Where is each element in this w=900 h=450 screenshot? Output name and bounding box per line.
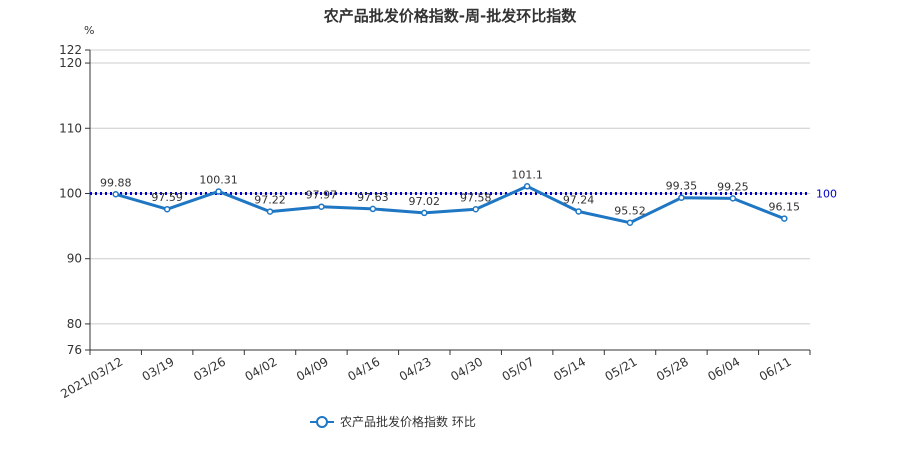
- chart-title: 农产品批发价格指数-周-批发环比指数: [323, 7, 577, 25]
- data-label: 97.59: [151, 191, 183, 204]
- data-point[interactable]: [523, 183, 531, 190]
- x-tick-label: 04/09: [294, 354, 331, 383]
- grid-lines: [90, 49, 810, 325]
- x-tick-label: 05/07: [500, 354, 537, 383]
- y-tick-label: 90: [67, 252, 82, 266]
- x-tick-label: 05/21: [603, 354, 640, 383]
- data-point[interactable]: [575, 208, 582, 215]
- data-label: 97.24: [563, 193, 595, 206]
- data-point[interactable]: [112, 191, 119, 198]
- x-tick-label: 06/11: [757, 354, 794, 383]
- x-tick-label: 04/16: [345, 354, 382, 383]
- x-tick-label: 03/26: [191, 354, 228, 383]
- data-label: 95.52: [614, 205, 646, 218]
- data-label: 97.58: [460, 191, 492, 204]
- data-point[interactable]: [318, 203, 325, 210]
- data-label: 97.63: [357, 191, 389, 204]
- x-tick-label: 04/30: [448, 354, 485, 383]
- data-label: 99.35: [666, 180, 698, 193]
- y-axis-unit-label: %: [84, 24, 94, 37]
- data-label: 100.31: [199, 173, 238, 186]
- x-tick-label: 03/19: [140, 354, 177, 383]
- data-labels: 99.88 97.59 100.31 97.22 97.97 97.63 97.02 97.5…: [100, 168, 800, 217]
- data-point[interactable]: [215, 188, 222, 195]
- data-point[interactable]: [626, 219, 634, 226]
- series-line: [115, 184, 785, 225]
- legend[interactable]: 农产品批发价格指数 环比: [310, 414, 476, 429]
- data-point[interactable]: [678, 194, 685, 201]
- data-point[interactable]: [266, 208, 274, 215]
- x-tick-label: 06/04: [705, 354, 742, 383]
- x-tick-label: 04/02: [243, 354, 280, 383]
- x-tick-label: 05/14: [551, 354, 588, 383]
- series-group: [112, 183, 788, 226]
- data-label: 96.15: [769, 201, 801, 214]
- legend-marker-icon: [316, 416, 328, 428]
- y-tick-label: 120: [59, 56, 82, 70]
- y-tick-label: 100: [59, 186, 82, 200]
- data-label: 97.22: [254, 194, 286, 207]
- data-point[interactable]: [781, 215, 788, 222]
- data-point[interactable]: [421, 209, 428, 217]
- x-tick-label: 2021/03/12: [58, 354, 125, 401]
- y-tick-label: 110: [59, 121, 82, 135]
- data-label: 99.88: [100, 176, 132, 189]
- legend-series-label: 农产品批发价格指数 环比: [340, 414, 476, 429]
- data-label: 97.02: [409, 195, 441, 208]
- y-tick-label: 80: [67, 317, 82, 331]
- data-point[interactable]: [163, 205, 171, 213]
- reference-line-label: 100: [816, 187, 837, 200]
- data-label: 101.1: [511, 168, 543, 181]
- data-label: 99.25: [717, 180, 749, 193]
- data-point[interactable]: [369, 205, 377, 213]
- data-point[interactable]: [729, 195, 737, 202]
- data-point[interactable]: [472, 206, 479, 213]
- data-label: 97.97: [306, 189, 338, 202]
- y-tick-label: 76: [67, 343, 82, 357]
- y-tick-label: 122: [59, 43, 82, 57]
- x-tick-label: 05/28: [654, 354, 691, 383]
- x-tick-label: 04/23: [397, 354, 434, 383]
